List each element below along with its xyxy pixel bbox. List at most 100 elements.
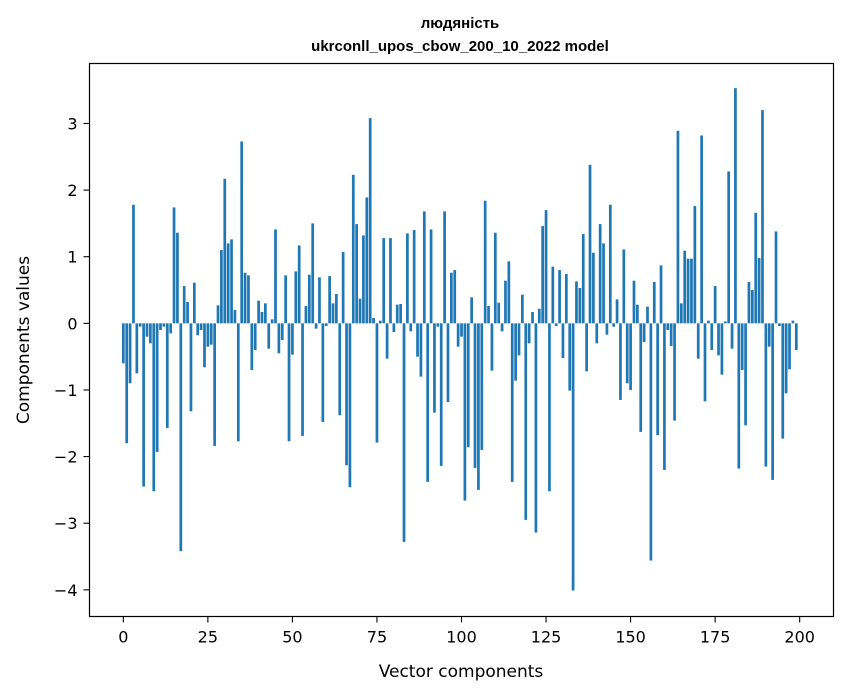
bar-component-102 [466, 323, 470, 448]
bar-component-11 [159, 323, 162, 330]
x-tick-label: 25 [198, 628, 218, 647]
bar-component-85 [409, 323, 413, 332]
bar-component-138 [588, 164, 592, 324]
bar-component-109 [490, 323, 494, 371]
bar-component-37 [247, 275, 250, 324]
bar-component-29 [220, 250, 223, 324]
bar-component-91 [429, 229, 433, 324]
bar-component-160 [663, 323, 666, 470]
bar-component-149 [625, 323, 629, 384]
bar-component-10 [155, 323, 159, 452]
y-tick-label: −3 [54, 514, 78, 533]
bar-component-88 [419, 323, 423, 377]
bar-component-23 [199, 323, 203, 330]
bar-component-66 [345, 323, 348, 466]
bar-component-50 [291, 323, 294, 355]
bar-component-45 [274, 229, 277, 324]
bar-component-98 [453, 270, 457, 324]
bar-component-70 [358, 298, 362, 324]
bar-component-146 [615, 299, 619, 324]
bar-component-173 [707, 320, 710, 324]
bar-component-90 [426, 323, 430, 482]
bar-component-84 [406, 233, 409, 324]
bar-component-198 [791, 320, 795, 324]
bar-component-69 [355, 224, 359, 324]
bar-component-128 [554, 323, 558, 327]
bar-component-38 [250, 323, 254, 370]
bar-component-14 [169, 323, 173, 334]
bar-component-22 [196, 323, 200, 336]
bar-component-25 [206, 323, 210, 347]
bar-component-121 [531, 312, 534, 324]
bar-component-19 [186, 302, 189, 324]
bar-component-20 [189, 323, 193, 412]
bar-component-147 [619, 323, 622, 400]
bar-component-68 [351, 174, 355, 324]
bar-component-165 [679, 303, 683, 324]
bar-component-89 [422, 211, 426, 324]
bar-component-133 [571, 323, 575, 591]
bar-component-12 [162, 323, 166, 327]
bar-component-182 [737, 323, 741, 469]
bar-component-174 [710, 323, 714, 350]
bar-component-104 [473, 323, 477, 468]
bar-component-59 [321, 323, 325, 422]
chart-title: людяність [421, 15, 500, 32]
bar-component-61 [328, 276, 331, 324]
bar-component-94 [439, 323, 443, 466]
bar-component-136 [581, 234, 585, 324]
bar-component-0 [121, 323, 125, 364]
x-tick-label: 75 [367, 628, 387, 647]
bar-component-139 [592, 252, 595, 324]
bar-component-74 [372, 318, 375, 324]
bar-component-51 [294, 271, 298, 324]
bar-component-36 [243, 272, 247, 324]
bar-component-127 [551, 266, 555, 324]
bar-component-113 [504, 280, 507, 324]
bar-component-155 [646, 306, 649, 324]
bar-component-134 [575, 281, 578, 324]
bar-component-192 [771, 323, 774, 480]
bar-component-96 [446, 323, 450, 402]
bar-component-63 [335, 294, 338, 324]
y-tick-label: 3 [67, 114, 77, 133]
bar-component-47 [280, 323, 284, 340]
bar-component-27 [213, 323, 216, 446]
bar-component-112 [500, 323, 504, 332]
bar-component-184 [744, 323, 747, 426]
bar-component-65 [341, 252, 345, 324]
bar-component-116 [514, 323, 517, 381]
bar-component-158 [656, 323, 659, 436]
bar-component-39 [253, 323, 257, 350]
bar-component-145 [612, 323, 616, 327]
x-tick-label: 100 [446, 628, 477, 647]
bar-component-97 [450, 272, 453, 324]
x-tick-label: 150 [615, 628, 646, 647]
bar-component-186 [750, 290, 754, 324]
bar-component-17 [179, 323, 183, 552]
bar-component-167 [686, 258, 690, 324]
y-tick-label: 1 [67, 248, 77, 267]
bar-component-48 [284, 275, 287, 324]
y-axis-label: Components values [14, 256, 34, 424]
bar-component-180 [730, 323, 734, 349]
bar-component-148 [622, 249, 626, 324]
bar-component-64 [338, 323, 342, 416]
bar-component-93 [436, 323, 440, 327]
y-axis-ticks: −4 −3 −2 −1 0 1 2 3 [54, 114, 90, 600]
bar-component-46 [277, 323, 281, 354]
x-tick-label: 0 [118, 628, 128, 647]
bar-component-30 [223, 178, 227, 324]
bar-component-118 [521, 294, 524, 324]
bar-component-21 [192, 282, 196, 324]
bar-component-122 [534, 323, 538, 533]
bar-component-86 [412, 230, 416, 324]
y-tick-label: −4 [54, 581, 78, 600]
bar-component-154 [642, 323, 646, 342]
bar-component-159 [659, 265, 663, 324]
bar-component-126 [548, 323, 551, 492]
bar-component-171 [700, 135, 703, 324]
x-axis-ticks: 0 25 50 75 100 125 150 175 200 [118, 616, 815, 647]
bar-component-18 [182, 286, 186, 324]
